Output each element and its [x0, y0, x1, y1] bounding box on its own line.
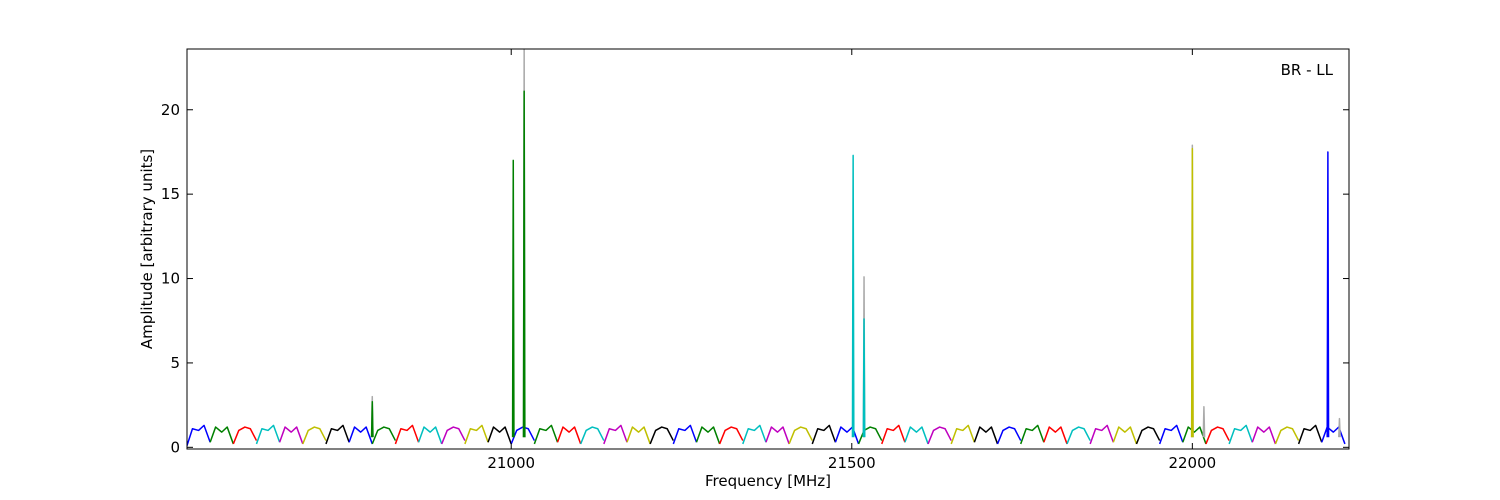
line-series — [348, 426, 373, 445]
line-series — [857, 426, 883, 445]
line-series — [371, 426, 397, 445]
line-series — [1019, 424, 1045, 445]
y-tick-label: 20 — [161, 101, 180, 119]
line-series — [394, 424, 420, 445]
line-series — [1158, 424, 1184, 445]
line-series — [1228, 424, 1253, 445]
y-axis-label: Amplitude [arbitrary units] — [138, 149, 156, 349]
annotation: BR - LL — [1281, 61, 1334, 79]
line-series — [278, 426, 304, 445]
line-series — [603, 424, 628, 445]
line-series — [511, 159, 515, 438]
line-series — [695, 426, 721, 445]
line-series — [1089, 424, 1115, 445]
y-tick-label: 15 — [161, 185, 180, 203]
x-tick-label: 21500 — [828, 454, 876, 472]
line-series — [765, 426, 790, 445]
line-series — [626, 426, 651, 445]
line-series — [533, 424, 559, 445]
line-series — [522, 90, 526, 438]
line-series — [325, 424, 350, 445]
x-tick-label: 21000 — [487, 454, 535, 472]
line-series — [950, 424, 976, 445]
line-series — [1205, 426, 1230, 445]
y-tick-label: 5 — [170, 354, 180, 372]
line-series — [1326, 151, 1330, 438]
line-series — [1321, 426, 1346, 445]
line-series — [232, 426, 258, 445]
line-series — [742, 424, 767, 445]
line-series — [927, 426, 952, 445]
line-series — [862, 318, 866, 438]
line-series — [187, 424, 211, 446]
line-series — [973, 426, 999, 445]
line-series — [718, 426, 744, 445]
line-series — [649, 426, 674, 445]
line-series — [1135, 426, 1161, 445]
line-series — [464, 424, 489, 445]
line-series — [417, 426, 443, 445]
line-series — [1274, 426, 1300, 445]
line-series — [811, 424, 837, 445]
line-series — [881, 424, 906, 445]
line-series — [1182, 426, 1207, 445]
line-series — [579, 426, 605, 445]
line-series — [851, 154, 855, 438]
line-series — [1112, 426, 1138, 445]
plot-area — [187, 49, 1346, 446]
line-series — [487, 426, 512, 445]
axes-frame — [186, 48, 1350, 450]
x-tick-label: 22000 — [1168, 454, 1216, 472]
line-series — [255, 424, 281, 445]
line-series — [788, 426, 813, 445]
line-series — [1297, 424, 1323, 445]
line-series — [904, 426, 929, 445]
line-series — [672, 424, 698, 445]
line-series — [1190, 147, 1194, 438]
line-series — [1066, 426, 1091, 445]
line-series — [441, 426, 466, 445]
line-series — [302, 426, 327, 445]
line-series — [1251, 426, 1277, 445]
line-series — [834, 426, 860, 445]
line-series — [996, 426, 1022, 445]
line-series — [556, 426, 582, 445]
line-series — [209, 426, 235, 445]
line-series — [1043, 426, 1068, 445]
line-series — [1202, 406, 1206, 438]
line-series — [370, 400, 374, 438]
line-series — [1338, 417, 1341, 438]
y-tick-label: 0 — [170, 438, 180, 456]
y-tick-label: 10 — [161, 270, 180, 288]
x-axis-label: Frequency [MHz] — [705, 472, 831, 490]
